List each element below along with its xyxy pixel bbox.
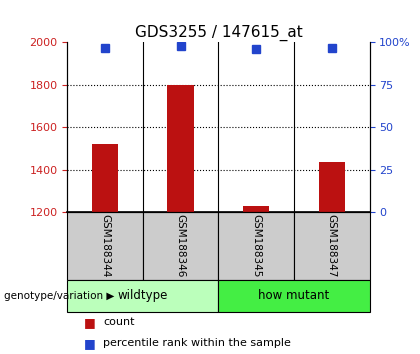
Bar — [218, 212, 294, 280]
Text: count: count — [103, 317, 134, 327]
Text: wildtype: wildtype — [118, 289, 168, 302]
Text: percentile rank within the sample: percentile rank within the sample — [103, 338, 291, 348]
Text: GSM188344: GSM188344 — [100, 214, 110, 278]
Bar — [218, 280, 370, 312]
Bar — [67, 212, 143, 280]
Bar — [294, 212, 370, 280]
Text: genotype/variation ▶: genotype/variation ▶ — [4, 291, 115, 301]
Bar — [243, 206, 270, 212]
Text: GSM188346: GSM188346 — [176, 214, 186, 278]
Text: GSM188345: GSM188345 — [251, 214, 261, 278]
Bar — [92, 144, 118, 212]
Text: ■: ■ — [84, 337, 96, 350]
Title: GDS3255 / 147615_at: GDS3255 / 147615_at — [134, 25, 302, 41]
Bar — [168, 85, 194, 212]
Bar — [143, 212, 218, 280]
Text: ■: ■ — [84, 316, 96, 329]
Bar — [67, 280, 218, 312]
Bar — [319, 162, 345, 212]
Text: GSM188347: GSM188347 — [327, 214, 337, 278]
Text: how mutant: how mutant — [258, 289, 330, 302]
